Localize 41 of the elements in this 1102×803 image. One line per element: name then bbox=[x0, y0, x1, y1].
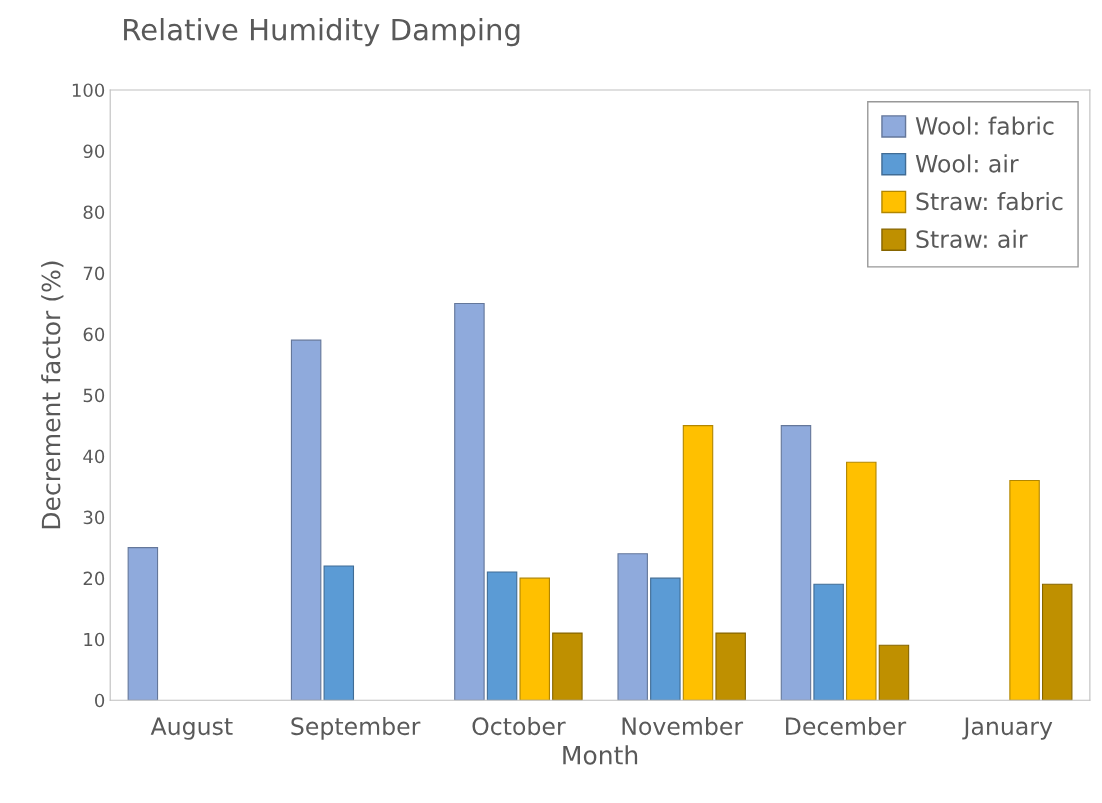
legend-label: Wool: fabric bbox=[915, 116, 1054, 135]
bar bbox=[813, 583, 844, 701]
bar bbox=[552, 632, 583, 701]
bar bbox=[1041, 583, 1073, 701]
x-axis-title: Month bbox=[563, 745, 638, 765]
x-tick-label: November bbox=[622, 716, 744, 736]
bar bbox=[878, 644, 910, 701]
bar bbox=[846, 461, 877, 701]
y-axis-title: Decrement factor (%) bbox=[41, 261, 64, 529]
bar bbox=[780, 425, 812, 701]
bar bbox=[650, 577, 681, 701]
y-tick-label: 50 bbox=[83, 388, 105, 403]
y-tick-label: 0 bbox=[95, 693, 105, 708]
bar bbox=[486, 571, 518, 701]
x-tick-label: August bbox=[150, 717, 233, 740]
y-tick-label: 20 bbox=[83, 571, 105, 586]
y-tick-label: 100 bbox=[72, 83, 105, 98]
x-tick-label: December bbox=[786, 716, 907, 736]
y-tick-label: 40 bbox=[83, 449, 105, 464]
bar bbox=[715, 632, 746, 701]
bar bbox=[454, 302, 485, 701]
bar bbox=[682, 425, 714, 701]
y-tick-label: 80 bbox=[83, 205, 105, 220]
legend-label: Straw: air bbox=[916, 229, 1028, 249]
legend-label: Wool: air bbox=[915, 154, 1019, 173]
legend-label: Straw: fabric bbox=[916, 192, 1063, 211]
x-tick-label: September bbox=[291, 716, 421, 740]
bar bbox=[1009, 479, 1040, 701]
bar bbox=[323, 565, 355, 701]
bar bbox=[290, 339, 322, 701]
y-tick-label: 70 bbox=[83, 266, 105, 281]
bar bbox=[519, 577, 550, 701]
bar bbox=[617, 553, 648, 701]
y-tick-label: 30 bbox=[83, 510, 105, 525]
y-tick-label: 10 bbox=[84, 632, 105, 647]
y-tick-label: 60 bbox=[83, 327, 105, 342]
x-tick-label: October bbox=[472, 716, 566, 736]
bar bbox=[127, 547, 159, 701]
chart-title: Relative Humidity Damping bbox=[124, 18, 520, 47]
x-tick-label: January bbox=[962, 717, 1053, 740]
y-tick-label: 90 bbox=[83, 144, 105, 159]
